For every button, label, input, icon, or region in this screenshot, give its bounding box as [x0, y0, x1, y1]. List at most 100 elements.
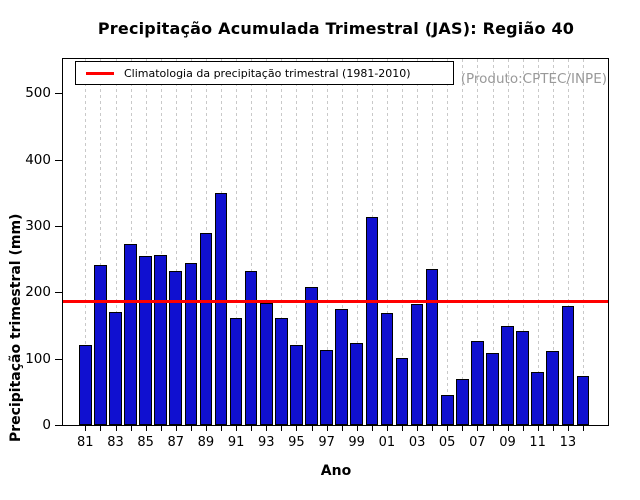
chart-title: Precipitação Acumulada Trimestral (JAS):… [97, 19, 575, 38]
y-tick-300 [55, 226, 62, 227]
y-tick-label-300: 300 [25, 218, 51, 234]
gridline-94 [281, 59, 283, 425]
x-tick-01 [386, 426, 388, 431]
bar-01 [380, 312, 394, 425]
bar-08 [486, 353, 499, 425]
bar-89 [199, 233, 213, 425]
gridline-91 [236, 59, 238, 425]
x-tick-95 [296, 426, 298, 431]
x-tick-09 [507, 426, 509, 431]
x-tick-81 [85, 426, 87, 431]
bar-96 [305, 287, 318, 425]
gridline-96 [311, 59, 313, 425]
x-tick-label-93: 93 [258, 435, 275, 450]
y-tick-label-0: 0 [42, 417, 51, 433]
watermark-text: (Produto:CPTEC/INPE) [460, 71, 607, 87]
x-tick-88 [190, 426, 192, 431]
legend: Climatologia da precipitação trimestral … [75, 61, 454, 85]
y-axis-title: Precipitação trimestral (mm) [8, 213, 24, 442]
x-tick-label-89: 89 [197, 435, 215, 450]
x-tick-06 [462, 426, 464, 431]
gridline-98 [341, 59, 343, 425]
gridline-14 [582, 59, 584, 425]
x-tick-label-99: 99 [348, 435, 365, 450]
gridline-09 [507, 59, 509, 425]
x-tick-97 [326, 426, 328, 431]
gridline-04 [432, 59, 434, 425]
bar-92 [244, 271, 258, 425]
gridline-93 [266, 59, 268, 425]
x-tick-label-13: 13 [559, 435, 577, 450]
y-tick-400 [55, 159, 62, 161]
x-tick-label-85: 85 [137, 435, 154, 450]
x-tick-13 [567, 426, 569, 431]
gridline-83 [115, 59, 117, 425]
x-tick-label-95: 95 [288, 435, 305, 450]
bar-93 [259, 302, 273, 425]
y-tick-500 [55, 93, 62, 95]
gridline-07 [477, 59, 479, 425]
x-tick-label-01: 01 [378, 435, 396, 450]
gridline-05 [447, 59, 449, 425]
gridline-86 [160, 59, 162, 425]
y-tick-200 [55, 292, 62, 294]
x-tick-05 [447, 426, 449, 431]
gridline-97 [326, 59, 328, 425]
bar-13 [561, 305, 575, 425]
bar-03 [410, 303, 424, 425]
gridline-95 [296, 59, 298, 425]
bar-81 [79, 345, 92, 425]
gridline-03 [417, 59, 419, 425]
gridline-82 [100, 59, 102, 425]
x-tick-label-07: 07 [469, 435, 486, 450]
y-tick-label-400: 400 [25, 151, 51, 168]
x-tick-86 [160, 426, 162, 431]
bar-02 [395, 358, 409, 425]
y-tick-label-500: 500 [25, 85, 51, 102]
x-tick-10 [522, 426, 524, 431]
bar-94 [275, 317, 288, 425]
x-tick-89 [205, 426, 207, 431]
x-tick-label-97: 97 [318, 435, 335, 450]
gridline-81 [85, 59, 87, 425]
y-tick-0 [55, 425, 62, 426]
bar-88 [184, 262, 198, 425]
x-tick-11 [537, 426, 539, 431]
bar-83 [109, 312, 122, 425]
bar-91 [229, 317, 243, 425]
gridline-13 [567, 59, 569, 425]
x-tick-85 [145, 426, 147, 431]
legend-line-swatch [86, 71, 114, 75]
x-tick-label-11: 11 [529, 435, 546, 450]
x-tick-label-83: 83 [107, 435, 124, 450]
bar-84 [124, 243, 137, 425]
x-tick-00 [371, 426, 373, 431]
gridline-02 [402, 59, 403, 425]
x-tick-92 [251, 426, 253, 431]
bar-99 [350, 342, 364, 425]
gridline-06 [462, 59, 464, 425]
x-tick-91 [236, 426, 238, 431]
x-tick-label-09: 09 [499, 435, 516, 450]
y-tick-label-200: 200 [25, 284, 51, 301]
gridline-92 [251, 59, 253, 425]
gridline-88 [190, 59, 192, 425]
bar-10 [516, 330, 529, 425]
bar-97 [320, 350, 333, 425]
bar-90 [214, 192, 228, 425]
x-tick-98 [341, 426, 343, 431]
bar-85 [139, 255, 152, 425]
x-tick-label-87: 87 [167, 435, 185, 450]
x-tick-02 [402, 426, 403, 431]
bar-11 [531, 371, 544, 425]
x-tick-82 [100, 426, 102, 431]
x-tick-93 [266, 426, 268, 431]
x-tick-87 [175, 426, 177, 431]
x-tick-08 [492, 426, 494, 431]
y-tick-100 [55, 358, 62, 360]
bar-06 [455, 379, 469, 425]
climatology-line [63, 300, 609, 303]
bar-98 [335, 308, 348, 425]
y-tick-label-100: 100 [25, 350, 51, 367]
